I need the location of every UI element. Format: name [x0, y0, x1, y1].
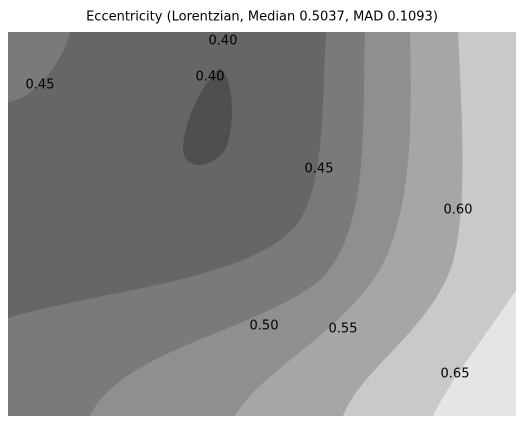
contour-label: 0.60 [444, 203, 473, 218]
contour-label: 0.40 [209, 34, 238, 49]
contour-label: 0.40 [196, 70, 225, 85]
contour-label: 0.45 [305, 162, 334, 177]
contour-label: 0.65 [441, 367, 470, 382]
contour-region [183, 68, 232, 165]
contour-label: 0.50 [250, 319, 279, 334]
contour-label: 0.55 [329, 322, 358, 337]
contour-region [8, 32, 326, 318]
contour-label: 0.45 [26, 78, 55, 93]
chart-title: Eccentricity (Lorentzian, Median 0.5037,… [86, 10, 438, 25]
